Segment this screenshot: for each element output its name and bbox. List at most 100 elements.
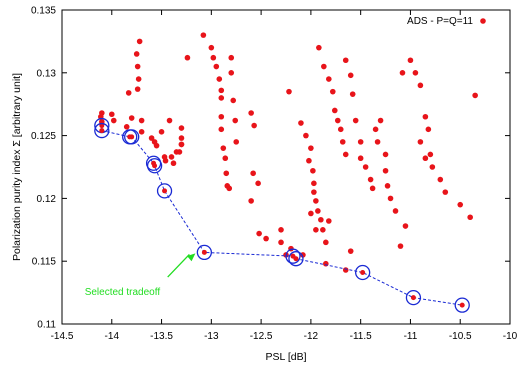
- data-point: [125, 90, 132, 96]
- data-point: [123, 124, 130, 130]
- front-point: [162, 188, 168, 194]
- data-point: [200, 32, 207, 38]
- data-point: [251, 122, 257, 129]
- x-tick-label: -10: [503, 331, 518, 342]
- data-point: [248, 110, 254, 116]
- data-point: [228, 70, 235, 76]
- x-tick-label: -14.5: [51, 331, 74, 342]
- data-point: [170, 160, 177, 167]
- data-point: [326, 76, 332, 82]
- data-point: [222, 155, 229, 162]
- data-point: [148, 135, 155, 141]
- data-point: [384, 183, 391, 189]
- x-axis-title: PSL [dB]: [265, 351, 306, 363]
- plot-frame: [61, 9, 511, 325]
- data-point: [110, 117, 117, 124]
- front-marker: [124, 129, 140, 145]
- x-tick-label: -13: [204, 331, 219, 342]
- x-tick-label: -14: [105, 331, 120, 342]
- data-point: [311, 180, 317, 187]
- data-point: [342, 151, 349, 158]
- data-point: [323, 239, 329, 246]
- data-point: [374, 139, 381, 145]
- x-tick-label: -13.5: [150, 331, 173, 342]
- data-point: [138, 117, 145, 124]
- data-point: [422, 113, 429, 120]
- data-point: [318, 216, 324, 223]
- data-point: [166, 117, 173, 124]
- data-point: [337, 126, 344, 133]
- data-point: [367, 176, 374, 183]
- data-point: [178, 135, 185, 141]
- data-point: [134, 63, 141, 70]
- data-point: [162, 157, 169, 164]
- front-point: [293, 256, 299, 262]
- data-point: [256, 230, 262, 237]
- data-point: [323, 260, 329, 267]
- data-point: [311, 189, 317, 195]
- front-marker: [285, 248, 301, 264]
- data-point: [176, 149, 183, 155]
- pareto-front-series: [94, 117, 470, 313]
- data-point: [429, 164, 436, 170]
- data-point: [178, 141, 185, 148]
- y-tick-labels: 0.11 0.115 0.12 0.125 0.13 0.135: [31, 6, 56, 331]
- front-marker: [196, 244, 213, 261]
- front-point: [129, 134, 135, 140]
- front-point: [459, 302, 465, 308]
- data-point: [357, 139, 364, 145]
- data-point: [218, 126, 225, 133]
- data-point: [308, 210, 314, 217]
- data-point: [218, 87, 225, 94]
- data-point: [437, 176, 444, 183]
- y-tick-label: 0.11: [37, 320, 56, 331]
- data-point: [134, 86, 141, 92]
- data-point: [220, 145, 227, 151]
- data-point: [184, 54, 191, 61]
- data-point: [108, 111, 115, 118]
- data-point: [158, 129, 165, 135]
- scatter-series: [98, 32, 478, 273]
- data-point: [210, 54, 217, 61]
- data-point: [382, 151, 389, 158]
- legend: ADS - P=Q=11: [407, 16, 486, 27]
- data-point: [412, 70, 419, 76]
- y-axis-title: Polarization purity index Σ [arbitrary u…: [11, 73, 23, 261]
- data-point: [133, 51, 140, 57]
- data-point: [226, 185, 233, 192]
- data-point: [310, 167, 316, 174]
- data-point: [369, 185, 376, 192]
- data-point: [135, 76, 142, 82]
- data-point: [306, 157, 312, 164]
- data-point: [233, 139, 240, 145]
- data-point: [329, 88, 336, 95]
- data-point: [357, 155, 364, 162]
- data-point: [213, 63, 220, 70]
- front-line: [101, 125, 463, 306]
- data-point: [255, 180, 261, 187]
- y-tick-label: 0.135: [31, 6, 56, 17]
- data-point: [178, 125, 185, 131]
- data-point: [347, 248, 354, 254]
- data-point: [278, 239, 284, 246]
- data-point: [397, 243, 404, 249]
- data-point: [313, 198, 319, 204]
- data-point: [347, 72, 354, 79]
- data-point: [427, 151, 434, 158]
- y-tick-label: 0.115: [32, 257, 57, 268]
- y-tick-label: 0.13: [37, 68, 57, 79]
- data-point: [298, 120, 304, 126]
- data-point: [168, 154, 175, 160]
- x-tick-label: -11.5: [350, 331, 372, 342]
- data-point: [138, 129, 145, 135]
- x-tick-label: -12: [304, 331, 319, 342]
- data-point: [467, 214, 473, 221]
- data-point: [232, 117, 239, 124]
- data-point: [362, 164, 369, 170]
- front-marker: [156, 183, 173, 199]
- data-point: [392, 208, 399, 214]
- data-point: [278, 227, 284, 233]
- tick-marks: [61, 9, 511, 325]
- data-point: [457, 201, 464, 208]
